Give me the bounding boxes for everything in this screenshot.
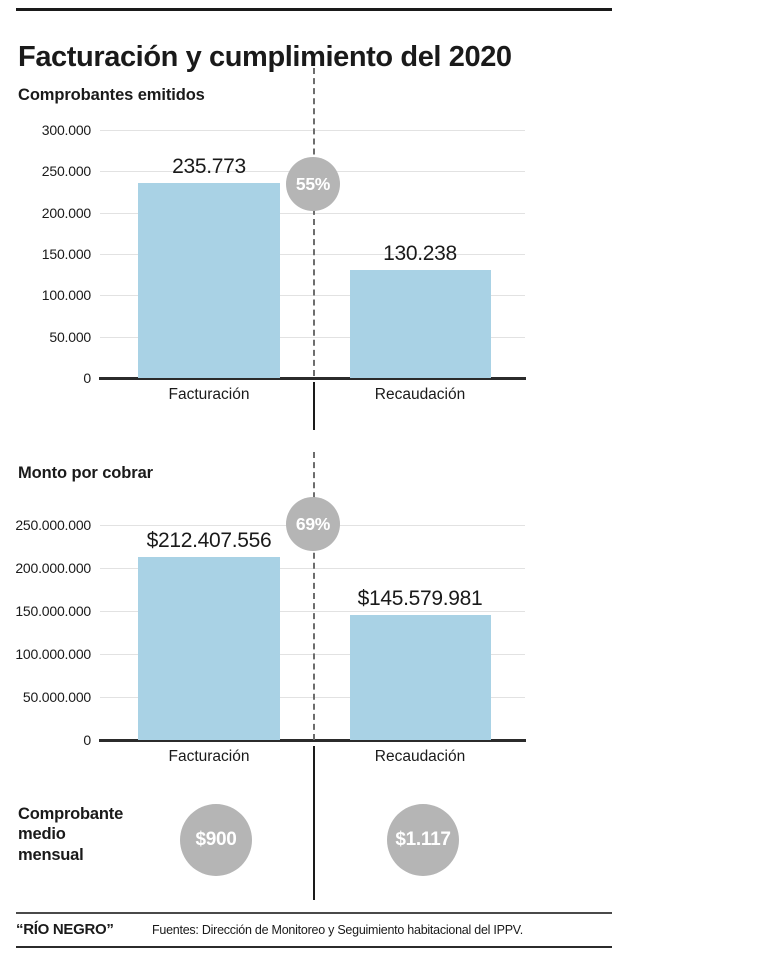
summary-center-divider <box>313 746 315 900</box>
footer-rule-bottom <box>16 946 612 949</box>
summary-row-comprobante-medio-mensual: Comprobante medio mensual $900 $1.117 <box>0 746 780 900</box>
plot-area-chart2: 0 50.000.000 100.000.000 150.000.000 200.000… <box>15 517 526 748</box>
bar-recaudación <box>350 614 491 740</box>
page-title: Facturación y cumplimiento del 2020 <box>18 41 512 74</box>
footer-source: Fuentes: Dirección de Monitoreo y Seguim… <box>152 923 523 937</box>
chart-monto-por-cobrar: 0 50.000.000 100.000.000 150.000.000 200.000… <box>0 500 780 765</box>
status-badge-chart1-percentage: 55% <box>286 157 340 211</box>
chart-comprobantes-emitidos: 0 50.000 100.000 150.000 200.000 250.000 300.0… <box>0 118 780 403</box>
chart2-center-dashed-divider <box>313 452 315 740</box>
gridline <box>100 611 525 612</box>
top-rule <box>16 8 612 11</box>
bar-recaudación <box>350 270 491 378</box>
x-label-recaudacion: Recaudación <box>374 748 466 765</box>
y-axis-tick-label: 100.000.000 <box>15 646 91 662</box>
gridline <box>100 212 525 214</box>
y-axis-tick-label: 50.000 <box>49 328 91 345</box>
summary-label-line-1: medio <box>18 825 66 844</box>
x-label-recaudacion: Recaudación <box>374 386 466 403</box>
chart1-center-dashed-divider <box>313 68 315 376</box>
gridline <box>100 130 525 131</box>
gridline <box>100 295 525 297</box>
section-title-comprobantes-emitidos: Comprobantes emitidos <box>18 85 205 104</box>
summary-label: Comprobante medio mensual <box>18 804 148 865</box>
x-label-facturacion: Facturación <box>168 748 250 765</box>
y-axis-tick-label: 250.000 <box>41 163 91 180</box>
x-axis-line <box>99 377 526 380</box>
gridline <box>100 336 525 338</box>
gridline <box>100 697 525 698</box>
y-axis-tick-label: 300.000 <box>41 122 91 138</box>
gridline <box>100 254 525 255</box>
summary-value-facturacion: $900 <box>180 804 252 876</box>
gridline <box>100 568 525 569</box>
summary-label-line-0: Comprobante <box>18 805 124 823</box>
y-axis-tick-label: 0 <box>83 370 91 386</box>
bar-value-label: $212.407.556 <box>146 529 272 553</box>
x-label-facturacion: Facturación <box>168 386 250 403</box>
plot-area-chart1: 0 50.000 100.000 150.000 200.000 250.000 300.0… <box>42 122 526 386</box>
y-axis-tick-label: 50.000.000 <box>22 689 91 705</box>
summary-label-line-2: mensual <box>18 845 84 864</box>
y-axis-tick-label: 0 <box>83 732 91 748</box>
y-axis-tick-label: 150.000.000 <box>15 603 91 619</box>
chart1-label-divider <box>313 382 315 430</box>
footer-rule-top <box>16 912 612 914</box>
y-axis-tick-label: 150.000 <box>41 246 91 262</box>
summary-value-recaudacion: $1.117 <box>387 804 459 876</box>
bar-value-label: 130.238 <box>383 242 457 266</box>
gridline <box>100 654 525 655</box>
bar-facturación <box>138 557 280 740</box>
y-axis-tick-label: 250.000.000 <box>15 517 91 533</box>
bar-value-label: $145.579.981 <box>357 586 483 610</box>
y-axis-tick-label: 100.000 <box>41 287 91 304</box>
y-axis-tick-label: 200.000.000 <box>15 560 91 576</box>
section-title-monto-por-cobrar: Monto por cobrar <box>18 463 153 482</box>
bar-facturación <box>138 183 280 378</box>
footer-brand: “RÍO NEGRO” <box>16 921 114 938</box>
bar-value-label: 235.773 <box>172 155 246 179</box>
y-axis-tick-label: 200.000 <box>41 204 91 221</box>
status-badge-chart2-percentage: 69% <box>286 497 340 551</box>
x-axis-line <box>99 739 526 742</box>
